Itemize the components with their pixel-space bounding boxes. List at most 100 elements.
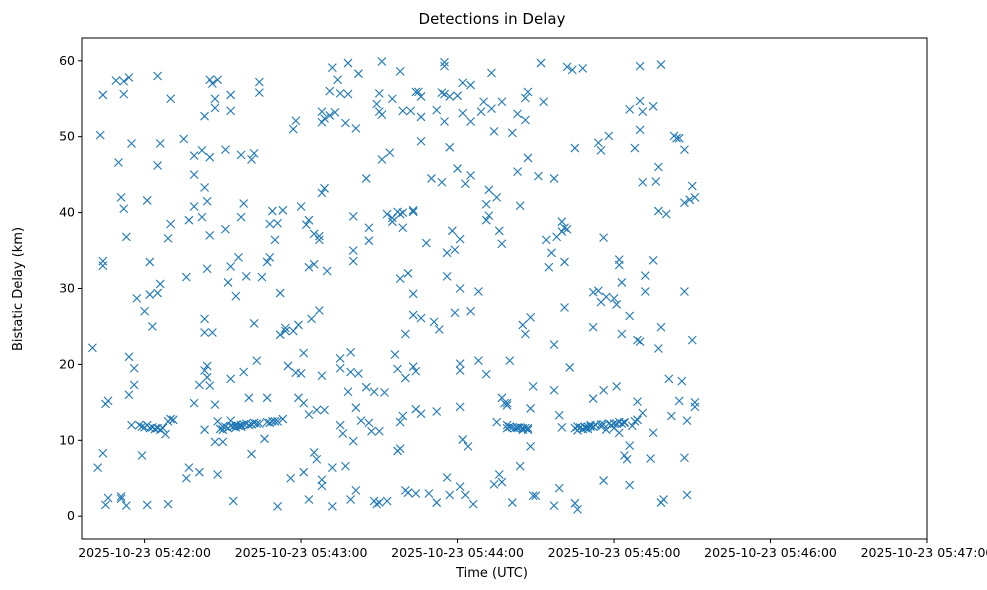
data-point: [213, 75, 223, 85]
data-point: [690, 193, 700, 202]
data-point: [155, 139, 165, 148]
data-point: [661, 209, 671, 219]
data-point: [442, 271, 452, 281]
data-point: [390, 350, 400, 359]
data-point: [377, 155, 387, 164]
data-point: [476, 107, 486, 117]
data-point: [620, 451, 629, 460]
y-tick-label: 0: [67, 508, 75, 523]
data-point: [440, 89, 449, 99]
data-point: [361, 174, 371, 183]
data-point: [680, 198, 689, 208]
data-point: [148, 322, 157, 331]
data-point: [351, 486, 361, 495]
data-point: [580, 423, 590, 433]
data-point: [680, 287, 689, 296]
data-point: [567, 65, 577, 75]
data-point: [463, 442, 473, 451]
data-point: [640, 287, 650, 296]
data-point: [408, 205, 418, 215]
data-point: [656, 60, 666, 69]
data-point: [205, 381, 215, 391]
data-point: [127, 420, 136, 430]
data-point: [502, 420, 512, 430]
data-point: [612, 300, 622, 309]
data-point: [161, 429, 170, 439]
data-point: [278, 414, 288, 424]
data-point: [202, 372, 212, 382]
data-point: [312, 405, 322, 415]
x-tick-label: 2025-10-23 05:44:00: [391, 545, 524, 560]
x-tick-label: 2025-10-23 05:43:00: [235, 545, 368, 560]
data-point: [281, 326, 290, 336]
data-point: [614, 428, 624, 438]
scatter-points: [88, 57, 700, 514]
data-point: [346, 347, 356, 357]
data-point: [103, 396, 113, 406]
data-point: [573, 505, 582, 514]
data-point: [343, 387, 353, 397]
data-point: [635, 125, 645, 135]
data-point: [205, 230, 215, 240]
data-point: [317, 107, 327, 117]
data-point: [674, 396, 684, 406]
data-point: [333, 75, 342, 85]
data-point: [630, 416, 640, 426]
data-point: [166, 219, 176, 229]
data-point: [549, 501, 559, 510]
data-point: [244, 420, 254, 430]
data-point: [455, 234, 465, 244]
data-point: [202, 196, 212, 206]
data-point: [166, 94, 176, 104]
data-point: [221, 145, 230, 154]
data-point: [348, 246, 358, 255]
data-point: [687, 335, 697, 345]
data-point: [309, 448, 319, 457]
data-point: [479, 97, 489, 107]
data-point: [416, 136, 426, 146]
data-point: [411, 489, 421, 498]
data-point: [327, 63, 337, 72]
data-point: [526, 442, 535, 451]
data-point: [369, 387, 379, 397]
data-point: [523, 425, 533, 435]
data-point: [338, 429, 348, 438]
data-point: [424, 489, 434, 498]
data-point: [189, 202, 199, 211]
data-point: [142, 196, 152, 205]
data-point: [578, 63, 588, 73]
data-point: [317, 371, 327, 381]
data-point: [278, 205, 288, 215]
data-point: [194, 380, 204, 390]
data-point: [335, 420, 345, 430]
data-point: [387, 213, 397, 223]
data-point: [635, 337, 645, 347]
data-point: [398, 106, 408, 116]
data-point: [98, 261, 108, 271]
data-point: [309, 229, 319, 239]
data-point: [356, 416, 366, 425]
data-point: [682, 490, 692, 500]
data-point: [520, 329, 530, 339]
data-point: [270, 235, 280, 245]
data-point: [416, 409, 426, 419]
data-point: [667, 411, 676, 421]
data-point: [283, 361, 293, 371]
data-point: [523, 153, 533, 163]
data-point: [364, 236, 374, 246]
data-point: [314, 231, 324, 241]
data-point: [239, 367, 249, 377]
data-point: [299, 398, 309, 408]
data-point: [93, 463, 103, 473]
y-tick-label: 60: [59, 53, 75, 68]
data-point: [296, 202, 306, 211]
data-point: [322, 266, 332, 276]
data-point: [445, 490, 455, 500]
data-point: [599, 233, 608, 243]
data-point: [427, 174, 436, 183]
data-point: [635, 96, 645, 106]
data-point: [262, 393, 272, 403]
data-point: [132, 293, 142, 303]
data-point: [408, 289, 418, 299]
data-point: [484, 185, 494, 195]
